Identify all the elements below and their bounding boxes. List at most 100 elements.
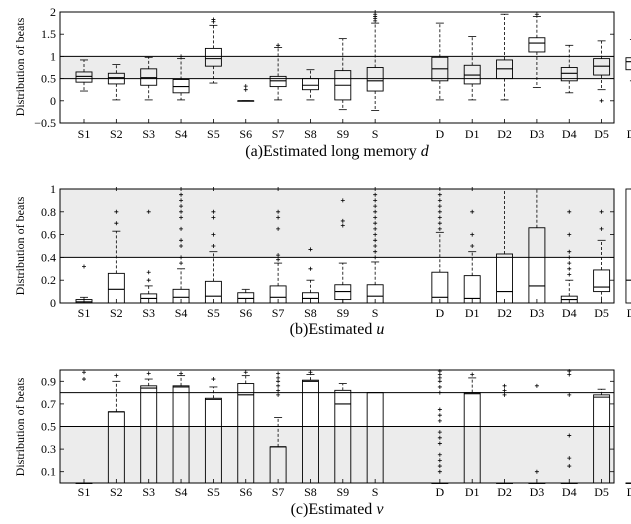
outlier-point (114, 209, 119, 214)
outlier-point (437, 198, 442, 203)
outlier-point (437, 407, 442, 412)
outlier-point (437, 379, 442, 384)
x-tick-label: S5 (207, 306, 220, 320)
x-tick-label: S5 (207, 485, 220, 499)
outlier-point (599, 209, 604, 214)
plot-frame (59, 188, 615, 304)
outlier-point (146, 270, 151, 275)
x-tick-label: S1 (78, 306, 91, 320)
box (140, 68, 158, 86)
outlier-point (179, 255, 184, 260)
outlier-point (567, 392, 572, 397)
x-tick-label: D2 (497, 306, 512, 320)
outlier-point (373, 244, 378, 248)
outlier-point (599, 98, 604, 103)
x-tick-label: S (372, 485, 379, 499)
x-tick-label: S3 (142, 306, 155, 320)
outlier-point (211, 209, 216, 214)
outlier-point (567, 209, 572, 214)
y-tick-label: 0.2 (41, 273, 56, 287)
box (593, 58, 611, 76)
x-tick-label: S9 (336, 306, 349, 320)
outlier-point (243, 87, 248, 92)
y-tick-label: 0 (50, 296, 56, 310)
x-tick-label: S8 (304, 127, 317, 141)
outlier-point (373, 209, 378, 214)
outlier-point (437, 441, 442, 446)
outlier-point (114, 221, 119, 226)
outlier-point (502, 388, 507, 393)
outlier-point (179, 226, 184, 231)
outlier-point (567, 249, 572, 254)
outlier-point (82, 264, 86, 269)
y-tick-label: 0.8 (41, 205, 56, 219)
outlier-point (308, 370, 313, 375)
plot-frame (59, 11, 615, 124)
outlier-point (373, 232, 378, 237)
shaded-band (60, 426, 614, 483)
box (528, 37, 546, 53)
x-tick-label: D1 (465, 485, 480, 499)
y-tick-label: 0.4 (41, 250, 56, 264)
outlier-point (276, 379, 281, 384)
y-axis-label: Distribution of beats (13, 17, 27, 116)
outlier-point (373, 255, 378, 260)
x-tick-label: D3 (530, 127, 545, 141)
outlier-point (437, 375, 442, 380)
x-tick-label: S7 (272, 485, 285, 499)
outlier-point (82, 377, 86, 382)
x-tick-label: D1 (465, 127, 480, 141)
outlier-point (599, 226, 604, 231)
x-tick-label: D5 (594, 127, 609, 141)
y-tick-label: 1 (50, 182, 56, 196)
x-tick-label: D1 (465, 306, 480, 320)
x-tick-label: S9 (336, 127, 349, 141)
x-tick-label: D5 (594, 485, 609, 499)
outlier-point (437, 192, 442, 197)
outlier-point (276, 43, 281, 48)
x-tick-label: D (436, 306, 445, 320)
x-tick-label: D5 (594, 306, 609, 320)
outlier-point (82, 370, 86, 375)
outlier-point (243, 84, 248, 89)
x-tick-label: S5 (207, 127, 220, 141)
outlier-point (437, 413, 442, 418)
box (625, 188, 631, 304)
outlier-point (276, 388, 281, 393)
outlier-point (179, 371, 184, 376)
outlier-point (567, 232, 572, 237)
x-tick-label: D6 (627, 306, 631, 320)
outlier-point (437, 204, 442, 209)
outlier-point (373, 238, 378, 243)
x-tick-label: S (372, 127, 379, 141)
outlier-point (211, 17, 216, 22)
outlier-point (470, 232, 475, 237)
outlier-point (340, 198, 345, 203)
outlier-point (179, 209, 184, 214)
y-tick-label: 0.6 (41, 228, 56, 242)
box (496, 253, 513, 304)
outlier-point (534, 383, 539, 388)
y-tick-label: 0.9 (41, 374, 56, 388)
outlier-point (276, 215, 281, 220)
box (366, 67, 384, 92)
x-tick-label: D (436, 127, 445, 141)
outlier-point (567, 372, 572, 377)
x-tick-label: S3 (142, 127, 155, 141)
outlier-point (211, 232, 216, 237)
x-tick-label: S6 (239, 127, 252, 141)
outlier-point (437, 209, 442, 214)
box (431, 271, 449, 304)
outlier-point (437, 418, 442, 423)
x-tick-label: S7 (272, 127, 285, 141)
outlier-point (211, 215, 216, 220)
outlier-point (567, 456, 572, 461)
x-tick-label: S6 (239, 306, 252, 320)
outlier-point (437, 215, 442, 220)
outlier-point (340, 218, 345, 223)
x-tick-label: S7 (272, 306, 285, 320)
outlier-point (179, 198, 184, 203)
outlier-point (437, 384, 442, 389)
outlier-point (470, 372, 475, 377)
